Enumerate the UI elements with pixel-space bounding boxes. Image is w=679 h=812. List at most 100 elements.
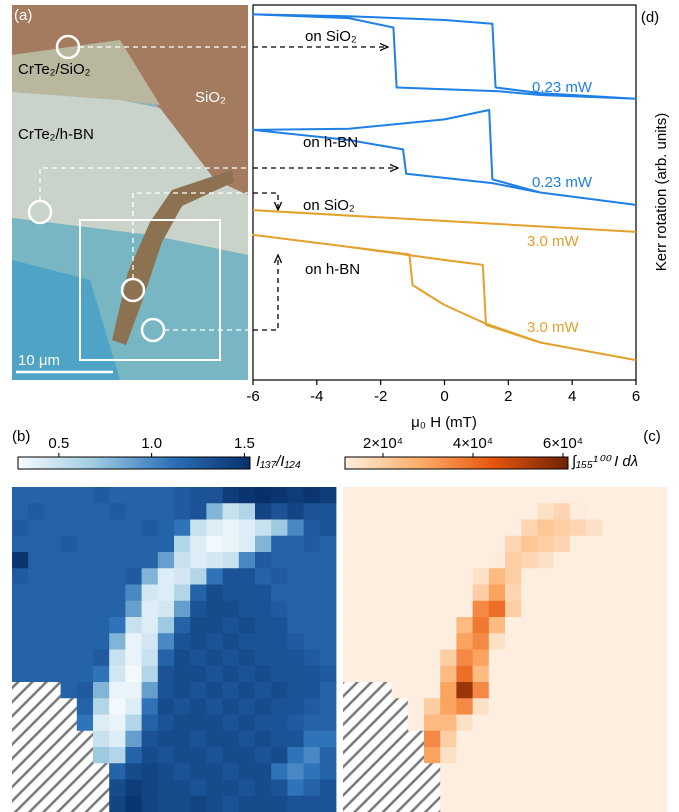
heatmap-cell (407, 649, 425, 667)
heatmap-cell (650, 600, 668, 618)
heatmap-cell (255, 535, 272, 553)
heatmap-cell (602, 763, 619, 780)
no-data-cell (28, 795, 45, 812)
heatmap-cell (505, 649, 522, 667)
no-data-cell (12, 698, 29, 715)
heatmap-cell (190, 584, 207, 602)
heatmap-cell (602, 714, 619, 732)
heatmap-cell (634, 795, 652, 812)
heatmap-cell (190, 747, 207, 764)
heatmap-cell (157, 649, 175, 667)
heatmap-cell (141, 503, 159, 520)
heatmap-cell (319, 519, 337, 537)
heatmap-cell (602, 568, 619, 585)
heatmap-cell (271, 519, 288, 537)
heatmap-cell (569, 535, 587, 553)
heatmap-cell (650, 617, 668, 634)
no-data-cell (44, 763, 61, 780)
no-data-cell (60, 795, 78, 812)
heatmap-cell (109, 617, 126, 634)
heatmap-cell (569, 487, 587, 504)
connector (39, 167, 253, 201)
heatmap-cell (44, 665, 61, 683)
heatmap-cell (424, 503, 441, 520)
heatmap-cell (157, 730, 175, 748)
heatmap-cell (618, 552, 635, 569)
heatmap-cell (472, 698, 490, 715)
heatmap-cell (125, 682, 142, 699)
heatmap-cell (553, 568, 571, 585)
heatmap-cell (553, 763, 571, 780)
heatmap-cell (109, 535, 126, 553)
heatmap-cell (125, 535, 142, 553)
heatmap-cell (634, 649, 652, 667)
heatmap-cell (650, 730, 668, 748)
heatmap-cell (60, 535, 78, 553)
heatmap-cell (343, 568, 360, 585)
annotation: 3.0 mW (527, 233, 580, 250)
no-data-cell (359, 779, 376, 797)
heatmap-cell (44, 617, 61, 634)
heatmap-cell (472, 552, 490, 569)
heatmap-cell (255, 763, 272, 780)
heatmap-cell (287, 665, 304, 683)
heatmap-cell (319, 633, 337, 650)
heatmap-cell (174, 665, 191, 683)
heatmap-cell (407, 503, 425, 520)
heatmap-cell (271, 584, 288, 602)
heatmap-cell (28, 633, 45, 650)
heatmap-cell (650, 552, 668, 569)
heatmap-cell (12, 519, 29, 537)
heatmap-cell (440, 665, 457, 683)
x-tick-label: -4 (310, 388, 323, 405)
heatmap-cell (505, 714, 522, 732)
colorbar-tick-label: 6×10⁴ (543, 435, 583, 452)
heatmap-cell (174, 519, 191, 537)
heatmap-cell (359, 487, 376, 504)
heatmap-cell (440, 552, 457, 569)
heatmap-cell (238, 698, 256, 715)
heatmap-cell (109, 600, 126, 618)
annotation: on h-BN (305, 261, 360, 278)
heatmap-cell (488, 568, 506, 585)
heatmap-cell (553, 747, 571, 764)
heatmap-cell (93, 600, 110, 618)
heatmap-cell (472, 617, 490, 634)
heatmap-cell (618, 714, 635, 732)
heatmap-cell (93, 649, 110, 667)
heatmap-cell (157, 633, 175, 650)
heatmap-cell (343, 584, 360, 602)
heatmap-cell (505, 763, 522, 780)
heatmap (12, 487, 337, 812)
heatmap-cell (76, 568, 94, 585)
colorbar (17, 456, 251, 470)
no-data-cell (343, 682, 360, 699)
heatmap-cell (391, 552, 409, 569)
heatmap-cell (618, 617, 635, 634)
heatmap-cell (569, 698, 587, 715)
heatmap-cell (343, 665, 360, 683)
heatmap-cell (76, 535, 94, 553)
heatmap-cell (93, 568, 110, 585)
no-data-cell (12, 682, 29, 699)
heatmap-cell (76, 665, 94, 683)
heatmap-cell (12, 503, 29, 520)
no-data-cell (375, 714, 392, 732)
heatmap-cell (391, 503, 409, 520)
heatmap-cell (456, 730, 473, 748)
heatmap-cell (440, 633, 457, 650)
heatmap-cell (44, 568, 61, 585)
heatmap-cell (618, 649, 635, 667)
heatmap-cell (222, 568, 240, 585)
y-axis-label: Kerr rotation (arb. units) (653, 113, 670, 271)
heatmap-cell (303, 779, 321, 797)
no-data-cell (76, 795, 94, 812)
no-data-cell (407, 730, 425, 748)
heatmap-cell (521, 795, 538, 812)
heatmap-cell (553, 519, 571, 537)
no-data-cell (424, 779, 441, 797)
heatmap-cell (157, 584, 175, 602)
heatmap-cell (287, 503, 304, 520)
heatmap-cell (206, 730, 223, 748)
